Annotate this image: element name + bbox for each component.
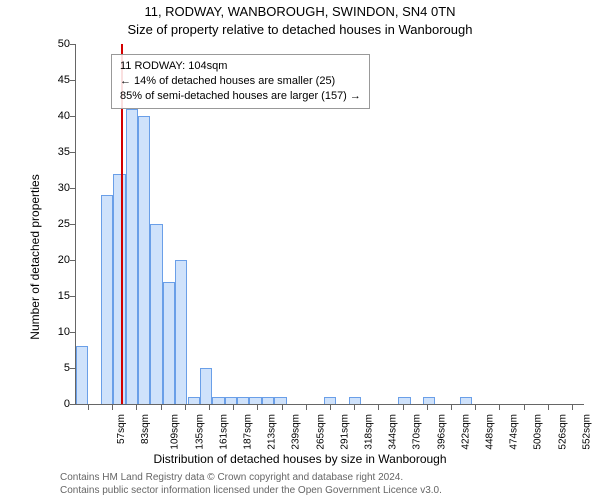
histogram-bar xyxy=(274,397,286,404)
histogram-bar xyxy=(188,397,200,404)
histogram-bar xyxy=(349,397,361,404)
x-tick xyxy=(427,404,428,410)
x-tick xyxy=(572,404,573,410)
y-tick xyxy=(70,80,76,81)
y-tick-label: 50 xyxy=(42,38,70,50)
y-tick xyxy=(70,224,76,225)
x-tick-label: 500sqm xyxy=(533,414,544,450)
histogram-bar xyxy=(398,397,410,404)
x-tick xyxy=(378,404,379,410)
x-tick xyxy=(548,404,549,410)
y-tick xyxy=(70,260,76,261)
y-tick-label: 25 xyxy=(42,218,70,230)
x-tick xyxy=(524,404,525,410)
x-tick-label: 396sqm xyxy=(436,414,447,450)
x-tick-label: 344sqm xyxy=(388,414,399,450)
histogram-bar xyxy=(200,368,212,404)
y-tick xyxy=(70,44,76,45)
x-axis-label: Distribution of detached houses by size … xyxy=(0,452,600,466)
histogram-bar xyxy=(126,109,138,404)
x-tick-label: 552sqm xyxy=(581,414,592,450)
y-tick xyxy=(70,296,76,297)
x-tick-label: 109sqm xyxy=(170,414,181,450)
x-tick-label: 213sqm xyxy=(267,414,278,450)
y-tick-label: 10 xyxy=(42,326,70,338)
x-tick-label: 187sqm xyxy=(243,414,254,450)
x-tick xyxy=(306,404,307,410)
y-tick xyxy=(70,332,76,333)
histogram-bar xyxy=(249,397,261,404)
histogram-bar xyxy=(460,397,472,404)
histogram-bar xyxy=(262,397,274,404)
x-tick-label: 526sqm xyxy=(557,414,568,450)
y-tick xyxy=(70,188,76,189)
x-tick xyxy=(233,404,234,410)
x-tick-label: 135sqm xyxy=(194,414,205,450)
x-tick xyxy=(403,404,404,410)
x-tick xyxy=(257,404,258,410)
y-tick-label: 20 xyxy=(42,254,70,266)
footer-line1: Contains HM Land Registry data © Crown c… xyxy=(60,472,403,483)
chart-container: 11, RODWAY, WANBOROUGH, SWINDON, SN4 0TN… xyxy=(0,0,600,500)
y-tick-label: 40 xyxy=(42,110,70,122)
y-tick-label: 45 xyxy=(42,74,70,86)
x-tick-label: 448sqm xyxy=(485,414,496,450)
x-tick-label: 265sqm xyxy=(315,414,326,450)
y-tick xyxy=(70,404,76,405)
y-tick xyxy=(70,116,76,117)
histogram-bar xyxy=(175,260,187,404)
annotation-line1: 11 RODWAY: 104sqm xyxy=(120,59,361,74)
histogram-bar xyxy=(212,397,224,404)
x-tick xyxy=(282,404,283,410)
x-tick xyxy=(88,404,89,410)
x-tick xyxy=(136,404,137,410)
x-tick-label: 239sqm xyxy=(291,414,302,450)
histogram-bar xyxy=(113,174,125,404)
x-tick xyxy=(451,404,452,410)
x-tick-label: 57sqm xyxy=(116,414,127,444)
x-tick xyxy=(112,404,113,410)
x-tick-label: 161sqm xyxy=(218,414,229,450)
x-tick xyxy=(475,404,476,410)
y-axis-label: Number of detached properties xyxy=(28,132,42,382)
annotation-line2: ← 14% of detached houses are smaller (25… xyxy=(120,74,361,89)
y-tick-label: 35 xyxy=(42,146,70,158)
annotation-line3: 85% of semi-detached houses are larger (… xyxy=(120,89,361,104)
histogram-bar xyxy=(423,397,435,404)
histogram-bar xyxy=(225,397,237,404)
x-tick xyxy=(499,404,500,410)
annotation-box: 11 RODWAY: 104sqm← 14% of detached house… xyxy=(111,54,370,109)
x-tick-label: 370sqm xyxy=(412,414,423,450)
footer-attribution: Contains HM Land Registry data © Crown c… xyxy=(60,472,442,497)
histogram-bar xyxy=(163,282,175,404)
x-tick xyxy=(185,404,186,410)
title-line1: 11, RODWAY, WANBOROUGH, SWINDON, SN4 0TN xyxy=(0,4,600,19)
histogram-bar xyxy=(101,195,113,404)
x-tick xyxy=(161,404,162,410)
histogram-bar xyxy=(237,397,249,404)
x-tick xyxy=(354,404,355,410)
x-tick-label: 422sqm xyxy=(460,414,471,450)
y-tick-label: 15 xyxy=(42,290,70,302)
plot-area: 0510152025303540455057sqm83sqm109sqm135s… xyxy=(75,44,584,405)
x-tick-label: 291sqm xyxy=(339,414,350,450)
y-tick-label: 5 xyxy=(42,362,70,374)
x-tick xyxy=(330,404,331,410)
x-tick-label: 83sqm xyxy=(140,414,151,444)
footer-line2: Contains public sector information licen… xyxy=(60,485,442,496)
y-tick-label: 30 xyxy=(42,182,70,194)
histogram-bar xyxy=(150,224,162,404)
x-tick xyxy=(209,404,210,410)
histogram-bar xyxy=(324,397,336,404)
title-line2: Size of property relative to detached ho… xyxy=(0,22,600,37)
histogram-bar xyxy=(76,346,88,404)
x-tick-label: 318sqm xyxy=(364,414,375,450)
histogram-bar xyxy=(138,116,150,404)
y-tick xyxy=(70,152,76,153)
y-tick-label: 0 xyxy=(42,398,70,410)
x-tick-label: 474sqm xyxy=(509,414,520,450)
